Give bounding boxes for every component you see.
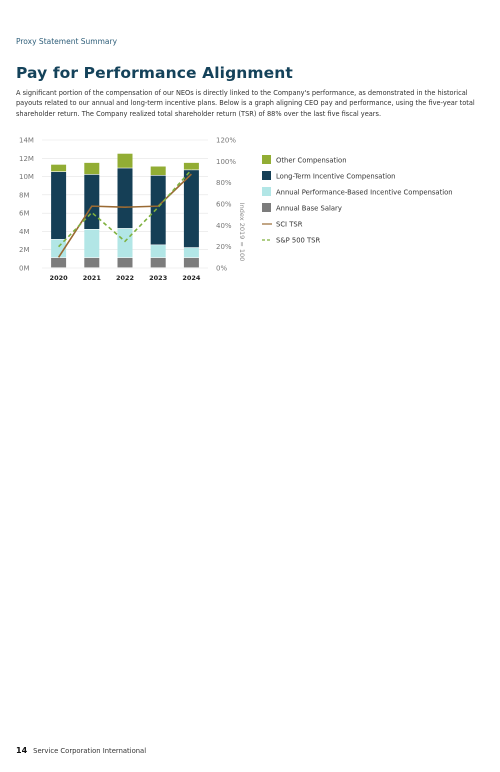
left-axis-tick-label: 2M	[19, 246, 30, 254]
bar-segment	[183, 247, 199, 258]
bar-segment	[150, 166, 166, 176]
bar-segment	[117, 257, 133, 268]
left-axis-tick-label: 14M	[19, 137, 34, 145]
bar-segment	[51, 257, 67, 268]
bar-segment	[183, 257, 199, 268]
page-footer: 14 Service Corporation International	[16, 746, 146, 755]
bar-segment	[117, 228, 133, 258]
bar-segment	[84, 229, 100, 258]
left-axis-tick-label: 4M	[19, 228, 30, 236]
footer-company: Service Corporation International	[33, 747, 147, 755]
right-axis-tick-label: 60%	[216, 201, 232, 209]
bar-segment	[150, 175, 166, 245]
legend-label: Other Compensation	[276, 157, 347, 165]
legend-swatch	[262, 187, 271, 196]
bar-segment	[84, 174, 100, 229]
legend-swatch	[262, 203, 271, 212]
bar-segment	[84, 162, 100, 175]
x-axis-tick-label: 2024	[182, 274, 201, 282]
left-axis-tick-label: 8M	[19, 191, 30, 199]
right-axis-tick-label: 100%	[216, 158, 236, 166]
right-axis-tick-label: 20%	[216, 243, 232, 251]
bar-segment	[150, 257, 166, 268]
bar-segment	[84, 257, 100, 268]
left-axis-tick-label: 0M	[19, 265, 30, 273]
left-axis-tick-label: 10M	[19, 173, 34, 181]
x-axis-tick-label: 2023	[149, 274, 167, 282]
right-axis-tick-label: 80%	[216, 179, 232, 187]
left-axis-tick-label: 12M	[19, 155, 34, 163]
x-axis-tick-label: 2020	[50, 274, 69, 282]
legend-swatch	[262, 171, 271, 180]
bar-segment	[150, 245, 166, 258]
bar-segment	[51, 172, 67, 240]
section-label: Proxy Statement Summary	[16, 37, 118, 46]
bar-segment	[117, 168, 133, 229]
bar-segment	[183, 170, 199, 248]
page-title: Pay for Performance Alignment	[16, 64, 293, 82]
right-axis-tick-label: 0%	[216, 265, 227, 273]
left-axis-tick-label: 6M	[19, 210, 30, 218]
page-number: 14	[16, 746, 28, 755]
legend-label: Annual Base Salary	[276, 205, 342, 213]
legend-label: Long-Term Incentive Compensation	[276, 173, 395, 181]
x-axis-tick-label: 2021	[83, 274, 102, 282]
bar-segment	[117, 153, 133, 168]
right-axis-title: Index 2019 = 100	[238, 203, 246, 262]
right-axis-tick-label: 40%	[216, 222, 232, 230]
x-axis-tick-label: 2022	[116, 274, 134, 282]
bar-segment	[183, 162, 199, 170]
legend-label: SCI TSR	[276, 221, 303, 229]
legend-label: Annual Performance-Based Incentive Compe…	[276, 189, 453, 197]
legend-swatch	[262, 155, 271, 164]
ceo-pay-chart: 0M 2M 4M 6M 8M 10M 12M 14M 0% 20% 40% 60% 80% 100% 120…	[19, 137, 453, 283]
intro-paragraph: A significant portion of the compensatio…	[16, 89, 475, 118]
right-axis-tick-label: 120%	[216, 137, 236, 145]
bar-segment	[51, 164, 67, 172]
legend-label: S&P 500 TSR	[276, 237, 320, 245]
